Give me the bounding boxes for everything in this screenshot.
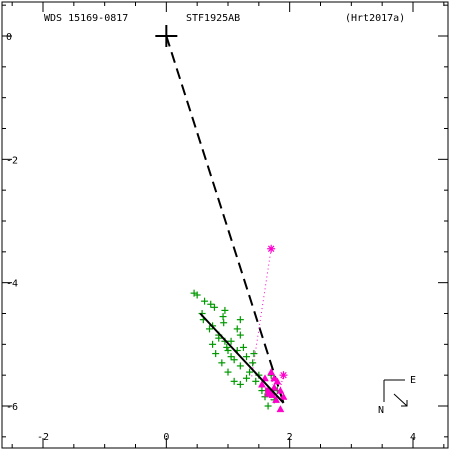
- residual-link-line: [270, 372, 273, 385]
- observation-triangle-marker: [279, 392, 288, 400]
- x-tick-label: 2: [287, 432, 293, 443]
- observation-plus-marker: [219, 313, 227, 321]
- observation-plus-marker: [236, 316, 244, 324]
- observation-triangle-marker: [270, 374, 279, 382]
- observation-triangle-marker: [257, 380, 266, 388]
- residual-link-line: [279, 375, 284, 388]
- observation-plus-marker: [209, 340, 217, 348]
- observation-plus-marker: [252, 377, 260, 385]
- tick-labels: -2 0 2 4 0 -2 -4 -6: [6, 32, 416, 443]
- observation-plus-marker: [227, 337, 235, 345]
- observation-plus-marker: [210, 303, 218, 311]
- star-stroke-d2: [267, 245, 275, 252]
- observation-star-marker: [267, 244, 276, 253]
- observation-plus-marker: [233, 325, 241, 333]
- primary-star-marker: [155, 25, 178, 47]
- observation-plus-marker: [223, 343, 231, 351]
- observation-plus-marker: [250, 350, 258, 358]
- star-stroke-d2: [280, 371, 287, 379]
- reference-label: (Hrt2017a): [345, 13, 405, 24]
- observation-star-marker: [279, 371, 288, 380]
- observation-plus-marker: [230, 356, 238, 364]
- observation-triangle-marker: [270, 383, 279, 391]
- observation-plus-marker: [236, 380, 244, 388]
- observation-plus-marker: [236, 331, 244, 339]
- observation-plus-marker: [261, 393, 269, 401]
- observation-plus-marker: [215, 334, 223, 342]
- x-tick-label: -2: [37, 432, 49, 443]
- observation-square-marker: [268, 389, 275, 396]
- observation-plus-marker: [243, 374, 250, 382]
- compass: E N: [378, 375, 416, 416]
- observation-plus-marker: [249, 359, 257, 367]
- dashed-line-layer: [165, 35, 285, 404]
- observation-plus-marker: [246, 368, 254, 376]
- compass-north-label: N: [378, 405, 384, 416]
- observation-plus-marker: [201, 297, 209, 305]
- y-tick-label: -6: [6, 402, 18, 413]
- compass-arrow-head: [401, 400, 408, 407]
- observation-plus-marker: [206, 325, 213, 333]
- y-tick-label: -4: [6, 279, 18, 290]
- x-tick-label: 0: [163, 432, 169, 443]
- observation-triangle-marker: [273, 377, 282, 385]
- observation-plus-marker: [224, 347, 232, 354]
- observation-plus-marker: [243, 353, 250, 361]
- observation-plus-marker: [221, 306, 229, 314]
- primary-to-current-dashed-line: [165, 35, 285, 404]
- observation-plus-marker: [264, 402, 272, 410]
- y-tick-label: 0: [6, 32, 12, 43]
- observation-plus-marker: [239, 343, 247, 351]
- observation-plus-marker: [220, 319, 228, 327]
- observation-square-marker: [265, 387, 272, 394]
- wds-id-label: WDS 15169-0817: [44, 13, 128, 24]
- observation-plus-marker: [193, 291, 201, 299]
- motion-line-layer: [199, 312, 285, 404]
- primary-star-layer: [155, 25, 178, 47]
- x-tick-label: 4: [410, 432, 416, 443]
- observation-triangle-marker: [261, 374, 269, 382]
- residual-link-line: [278, 390, 281, 397]
- y-tick-label: -2: [6, 155, 18, 166]
- observation-triangle-marker: [276, 405, 285, 413]
- observation-plus-marker: [227, 353, 235, 361]
- compass-east-label: E: [410, 375, 416, 386]
- observation-plus-marker: [258, 387, 266, 395]
- observation-triangle-marker: [272, 395, 281, 403]
- motion-fit-line: [199, 312, 285, 404]
- compass-arrow-shaft: [393, 393, 408, 407]
- observation-plus-marker: [230, 377, 238, 385]
- observation-triangle-marker: [267, 368, 276, 376]
- observation-plus-marker: [236, 362, 244, 370]
- observation-triangle-marker: [276, 386, 285, 394]
- observation-plus-marker: [212, 350, 220, 358]
- observation-plus-marker: [224, 368, 232, 376]
- observation-plus-marker: [207, 300, 215, 308]
- discoverer-label: STF1925AB: [186, 13, 240, 24]
- observation-plus-marker: [218, 359, 226, 367]
